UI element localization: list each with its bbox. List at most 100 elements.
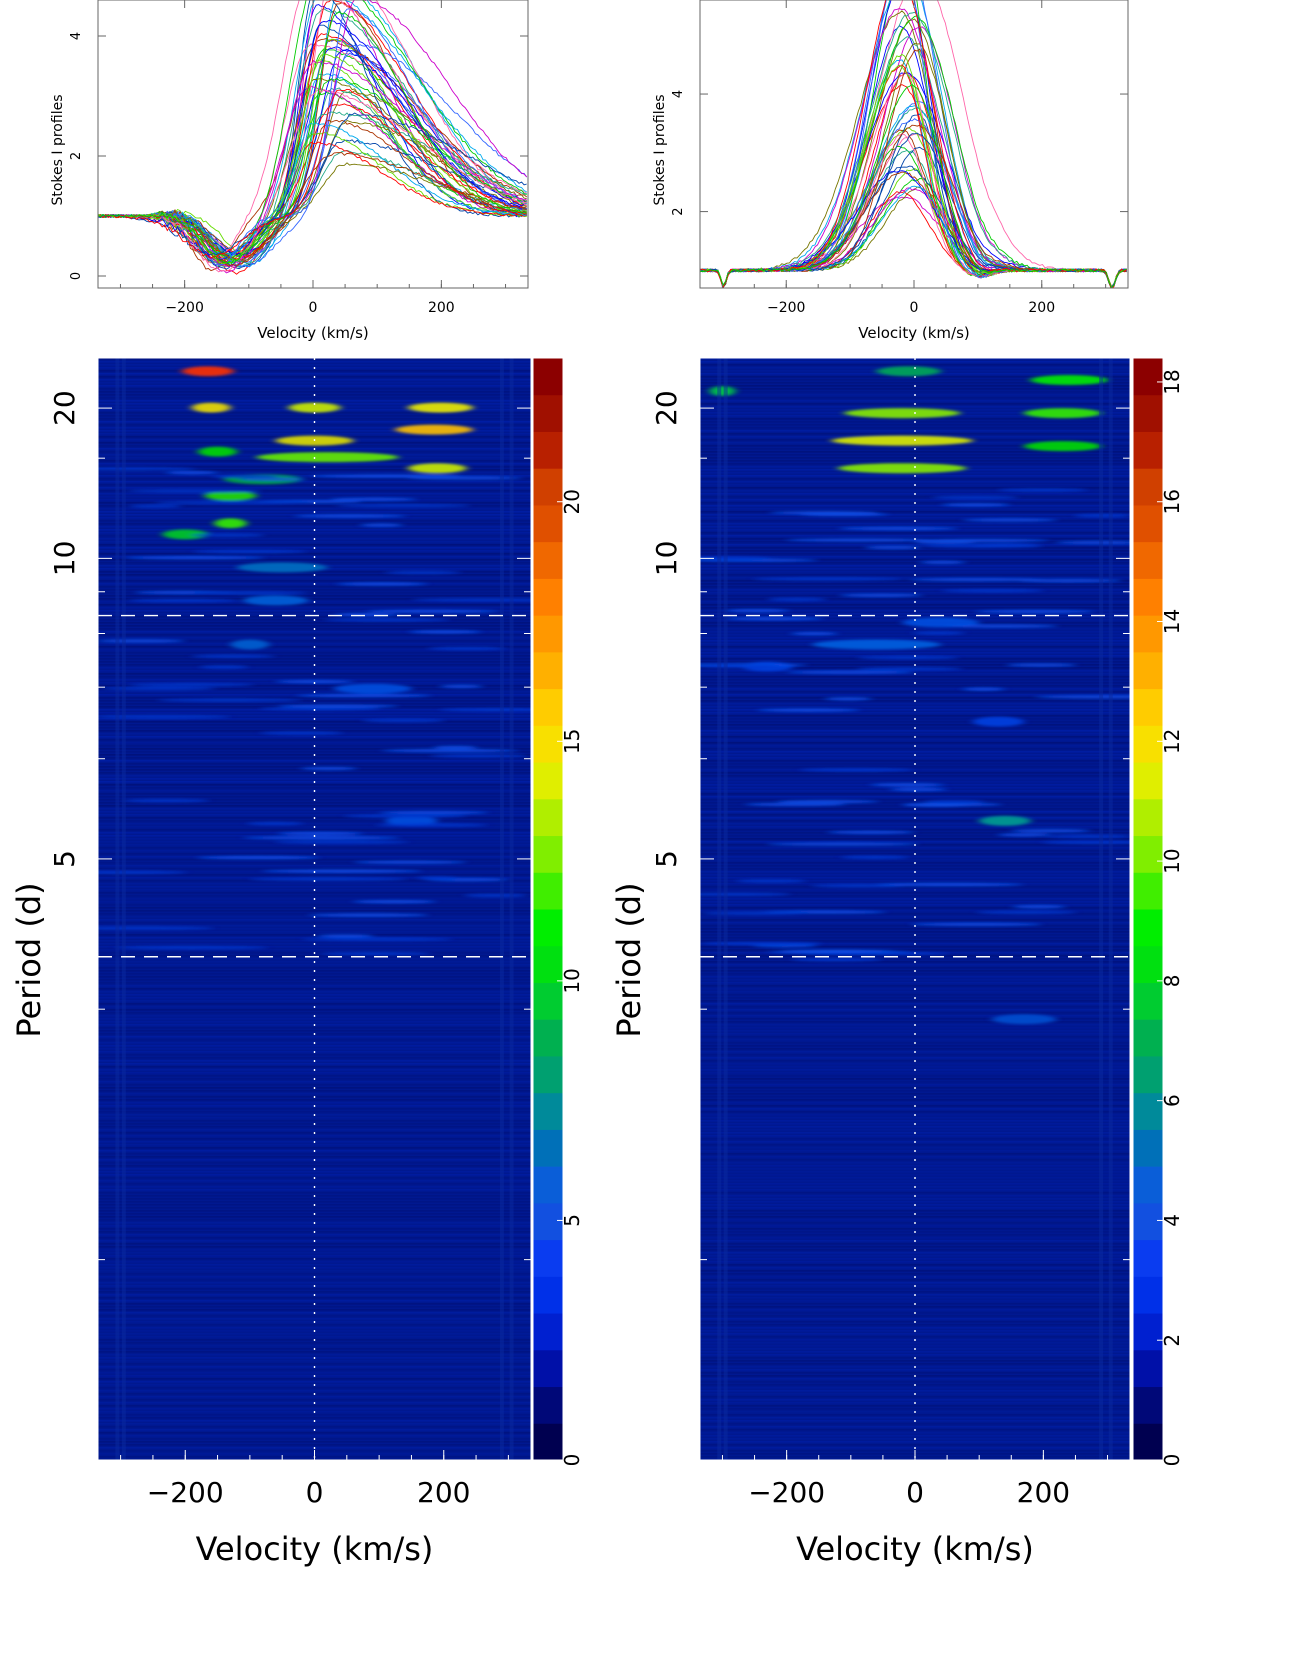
heatmap-stripe bbox=[98, 1390, 531, 1392]
heatmap-stripe bbox=[98, 1306, 531, 1308]
heatmap-stripe bbox=[700, 1054, 1130, 1056]
heatmap-stripe bbox=[700, 796, 1130, 798]
colorbar-tick-label: 5 bbox=[560, 1214, 584, 1227]
heatmap-stripe bbox=[700, 1234, 1130, 1236]
heatmap-stripe bbox=[98, 1234, 531, 1236]
periodogram-left: −200 0 200 5 10 20 Velocity (km/s) Period (d) 0 5… bbox=[10, 357, 584, 1568]
heatmap-feature bbox=[277, 831, 363, 836]
heatmap-stripe bbox=[98, 823, 531, 825]
heatmap-stripe bbox=[98, 814, 531, 816]
profile-line bbox=[700, 132, 1127, 288]
heatmap-stripe bbox=[700, 1360, 1130, 1362]
heatmap-feature bbox=[864, 545, 922, 550]
heatmap-stripe bbox=[98, 1183, 531, 1185]
heatmap-stripe bbox=[98, 1192, 531, 1194]
heatmap-feature bbox=[757, 708, 860, 712]
heatmap-stripe bbox=[700, 1309, 1130, 1311]
heatmap-stripe bbox=[98, 1072, 531, 1074]
heatmap-feature bbox=[193, 549, 307, 554]
heatmap-stripe bbox=[98, 364, 531, 366]
heatmap-stripe bbox=[98, 1255, 531, 1257]
profile-line bbox=[700, 100, 1127, 288]
heatmap-stripe bbox=[700, 670, 1130, 672]
heatmap-feature bbox=[198, 446, 237, 457]
heatmap-stripe bbox=[700, 874, 1130, 876]
heatmap-stripe bbox=[700, 586, 1130, 588]
heatmap-stripe bbox=[700, 1126, 1130, 1128]
heatmap-stripe bbox=[98, 1207, 531, 1209]
heatmap-stripe bbox=[98, 865, 531, 867]
colorbar-tick-label: 20 bbox=[560, 489, 584, 514]
heatmap-stripe bbox=[700, 769, 1130, 771]
heatmap-stripe bbox=[700, 820, 1130, 822]
heatmap-stripe bbox=[700, 505, 1130, 507]
heatmap-feature bbox=[889, 787, 947, 792]
heatmap-stripe bbox=[700, 856, 1130, 858]
heatmap-feature bbox=[274, 840, 409, 844]
heatmap-feature bbox=[352, 899, 436, 904]
heatmap-stripe bbox=[98, 445, 531, 447]
heatmap-feature bbox=[157, 698, 302, 702]
heatmap-stripe bbox=[98, 883, 531, 885]
heatmap-stripe bbox=[98, 658, 531, 660]
heatmap-stripe bbox=[98, 1408, 531, 1410]
heatmap-feature bbox=[902, 802, 1002, 807]
heatmap-feature bbox=[128, 682, 254, 687]
heatmap-stripe bbox=[98, 397, 531, 399]
x-axis-label: Velocity (km/s) bbox=[196, 1530, 434, 1568]
heatmap-stripe bbox=[98, 766, 531, 768]
heatmap-stripe bbox=[98, 607, 531, 609]
x-tick-label: 0 bbox=[309, 300, 318, 316]
heatmap-stripe bbox=[700, 1327, 1130, 1329]
colorbar-step bbox=[1133, 872, 1163, 910]
heatmap-stripe bbox=[700, 568, 1130, 570]
heatmap-feature bbox=[125, 555, 264, 560]
heatmap-feature bbox=[972, 716, 1025, 727]
heatmap-edge bbox=[1108, 358, 1113, 1460]
heatmap-stripe bbox=[700, 955, 1130, 957]
profile-line bbox=[700, 187, 1127, 288]
heatmap-feature bbox=[941, 588, 1044, 593]
colorbar-step bbox=[1133, 725, 1163, 763]
heatmap-feature bbox=[333, 683, 412, 694]
profile-line bbox=[700, 129, 1127, 288]
colorbar-tick-label: 10 bbox=[560, 968, 584, 993]
heatmap-feature bbox=[912, 631, 965, 635]
heatmap-feature bbox=[375, 823, 488, 827]
heatmap-stripe bbox=[98, 1441, 531, 1443]
heatmap-feature bbox=[767, 597, 827, 602]
heatmap-stripe bbox=[700, 760, 1130, 762]
heatmap-stripe bbox=[98, 1378, 531, 1380]
heatmap-stripe bbox=[98, 760, 531, 762]
y-tick-label: 5 bbox=[650, 850, 683, 868]
heatmap-stripe bbox=[98, 1405, 531, 1407]
y-axis-label: Stokes I profiles bbox=[652, 94, 668, 205]
heatmap-feature bbox=[786, 670, 913, 675]
heatmap-stripe bbox=[700, 1378, 1130, 1380]
profile-line bbox=[700, 18, 1127, 288]
heatmap-stripe bbox=[700, 1189, 1130, 1191]
heatmap-stripe bbox=[700, 1138, 1130, 1140]
heatmap-stripe bbox=[700, 1111, 1130, 1113]
heatmap-stripe bbox=[98, 724, 531, 726]
heatmap-stripe bbox=[700, 1084, 1130, 1086]
heatmap-stripe bbox=[700, 418, 1130, 420]
colorbar-step bbox=[1133, 835, 1163, 873]
x-tick-label: −200 bbox=[147, 1476, 224, 1509]
colorbar-tick-label: 15 bbox=[560, 729, 584, 754]
profile-line bbox=[700, 146, 1127, 287]
heatmap-stripe bbox=[98, 1111, 531, 1113]
heatmap-stripe bbox=[700, 685, 1130, 687]
heatmap-feature bbox=[439, 684, 483, 689]
colorbar-tick-label: 12 bbox=[1160, 729, 1184, 754]
heatmap-stripe bbox=[700, 982, 1130, 984]
heatmap-stripe bbox=[98, 1432, 531, 1434]
heatmap-stripe bbox=[98, 1045, 531, 1047]
heatmap-stripe bbox=[98, 793, 531, 795]
heatmap-stripe bbox=[700, 1237, 1130, 1239]
profile-line bbox=[700, 26, 1127, 288]
heatmap-feature bbox=[931, 495, 1019, 500]
heatmap-stripe bbox=[700, 1021, 1130, 1023]
heatmap-stripe bbox=[98, 1297, 531, 1299]
x-tick-label: 200 bbox=[417, 1476, 470, 1509]
